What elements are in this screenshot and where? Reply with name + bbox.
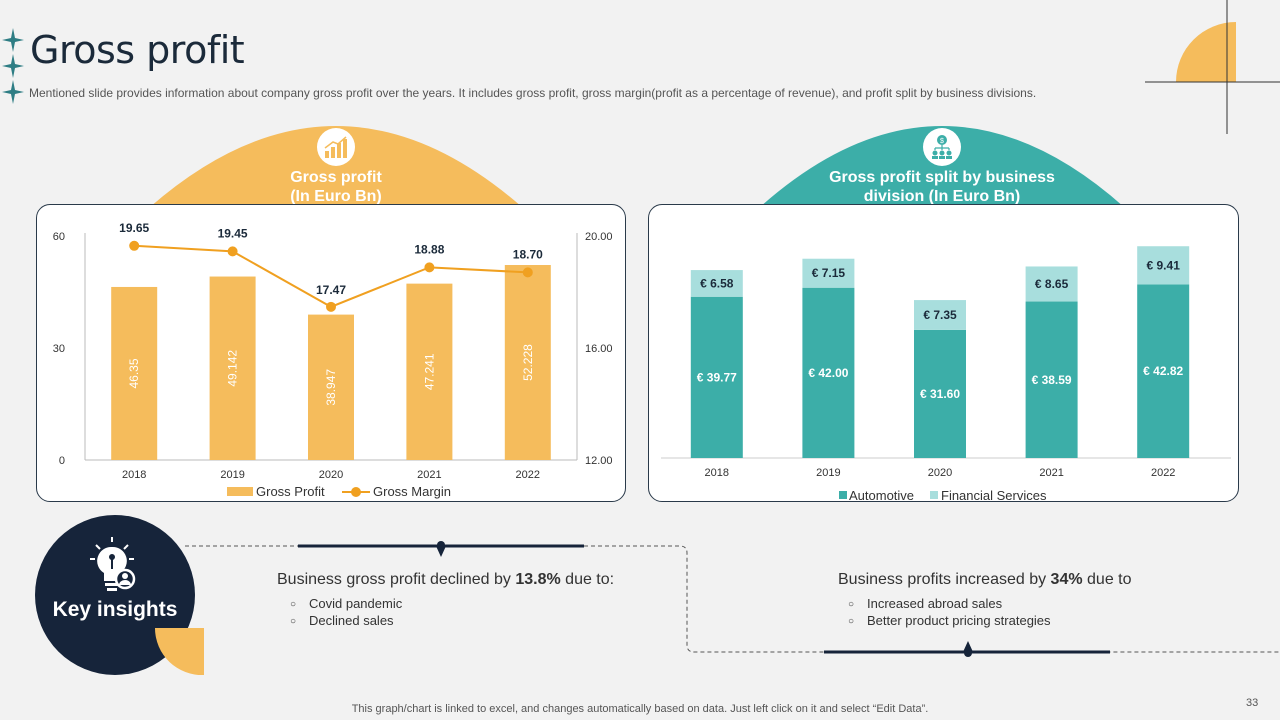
lightbulb-gear-icon bbox=[90, 537, 136, 591]
bar-data-label: € 42.00 bbox=[808, 366, 848, 380]
right-chart-caption: $ Gross profit split by business divisio… bbox=[760, 125, 1124, 207]
bar-data-label: € 31.60 bbox=[920, 387, 960, 401]
x-tick-label: 2018 bbox=[122, 469, 146, 481]
bar-data-label: 52.228 bbox=[521, 344, 535, 381]
bar-gross-profit bbox=[308, 314, 354, 460]
x-tick-label: 2019 bbox=[816, 467, 840, 479]
gross-profit-chart: 0 30 60 12.00 16.00 20.00 46.35 2018 49.142 2019 3… bbox=[36, 204, 626, 502]
bar-data-label: € 9.41 bbox=[1147, 258, 1181, 272]
x-tick-label: 2020 bbox=[319, 469, 343, 481]
right-caption-line2: division (In Euro Bn) bbox=[863, 188, 1021, 205]
bar-data-label: 49.142 bbox=[226, 350, 240, 387]
bullet-item: Increased abroad sales bbox=[848, 596, 1132, 613]
page-number: 33 bbox=[1246, 697, 1259, 709]
bar-gross-profit bbox=[504, 265, 551, 460]
bar-gross-profit bbox=[111, 286, 158, 460]
insight-decline-heading: Business gross profit declined by 13.8% … bbox=[277, 571, 615, 588]
bar-financial-services bbox=[914, 300, 966, 330]
point-gross-margin bbox=[326, 301, 336, 312]
insights-corner-accent bbox=[155, 628, 204, 676]
insight-increase: Business profits increased by 34% due to… bbox=[838, 571, 1132, 630]
bar-automotive bbox=[1137, 284, 1190, 458]
bullet-item: Better product pricing strategies bbox=[848, 613, 1132, 630]
page-subtitle: Mentioned slide provides information abo… bbox=[29, 86, 1037, 100]
point-gross-margin bbox=[129, 240, 140, 251]
division-split-chart: € 39.77 € 6.58 2018 € 42.00 € 7.15 2019 € 31.6… bbox=[648, 204, 1239, 503]
line-data-label: 18.70 bbox=[513, 247, 543, 261]
x-tick-label: 2021 bbox=[1039, 467, 1063, 479]
line-data-label: 18.88 bbox=[414, 242, 444, 256]
bar-data-label: € 39.77 bbox=[697, 370, 737, 384]
bar-data-label: € 7.15 bbox=[812, 266, 846, 280]
legend-label: Financial Services bbox=[941, 488, 1047, 503]
legend-marker-gross-margin bbox=[351, 487, 361, 497]
bar-gross-profit bbox=[209, 276, 256, 460]
insight-decline: Business gross profit declined by 13.8% … bbox=[277, 571, 614, 630]
x-tick-label: 2020 bbox=[928, 467, 952, 479]
x-tick-label: 2021 bbox=[417, 469, 441, 481]
y-right-tick-label: 20.00 bbox=[585, 231, 613, 243]
bar-data-label: € 7.35 bbox=[923, 308, 957, 322]
legend-label: Gross Profit bbox=[256, 484, 325, 499]
svg-text:$: $ bbox=[940, 138, 944, 145]
right-caption-line1: Gross profit split by business bbox=[829, 169, 1055, 186]
bar-data-label: € 6.58 bbox=[700, 276, 734, 290]
star-decoration-icon bbox=[2, 28, 24, 104]
x-tick-label: 2018 bbox=[705, 467, 729, 479]
x-tick-label: 2022 bbox=[516, 469, 540, 481]
legend-swatch-financial-services bbox=[930, 491, 938, 499]
legend-label: Gross Margin bbox=[373, 484, 451, 499]
bar-automotive bbox=[690, 296, 743, 458]
line-data-label: 17.47 bbox=[316, 283, 346, 297]
line-gross-margin bbox=[134, 244, 528, 308]
bar-automotive bbox=[1025, 301, 1078, 458]
x-tick-label: 2019 bbox=[220, 469, 244, 481]
footer-note: This graph/chart is linked to excel, and… bbox=[351, 703, 929, 715]
y-left-tick-label: 30 bbox=[53, 343, 65, 355]
bar-data-label: € 38.59 bbox=[1032, 373, 1072, 387]
bar-financial-services bbox=[802, 258, 855, 288]
point-gross-margin bbox=[424, 262, 435, 273]
point-gross-margin bbox=[227, 246, 238, 257]
legend-label: Automotive bbox=[849, 488, 914, 503]
chart-legend: Automotive Financial Services bbox=[839, 488, 1047, 503]
y-right-tick-label: 16.00 bbox=[585, 343, 613, 355]
corner-decoration bbox=[1145, 0, 1280, 134]
bar-data-label: € 8.65 bbox=[1035, 277, 1069, 291]
bar-data-label: 47.241 bbox=[422, 353, 436, 390]
line-data-label: 19.45 bbox=[218, 226, 248, 240]
bar-financial-services bbox=[1025, 266, 1078, 302]
money-network-icon: $ bbox=[923, 128, 961, 166]
bar-data-label: 38.947 bbox=[324, 369, 338, 406]
x-tick-label: 2022 bbox=[1151, 467, 1175, 479]
legend-swatch-gross-profit bbox=[227, 487, 253, 496]
point-gross-margin bbox=[522, 267, 533, 278]
bar-automotive bbox=[914, 329, 966, 458]
y-left-tick-label: 60 bbox=[53, 231, 65, 243]
line-data-label: 19.65 bbox=[119, 221, 149, 235]
bar-financial-services bbox=[1137, 246, 1190, 285]
left-caption-line1: Gross profit bbox=[290, 169, 382, 186]
page-title: Gross profit bbox=[30, 28, 245, 72]
bar-data-label: € 42.82 bbox=[1143, 364, 1183, 378]
chart-legend: Gross Profit Gross Margin bbox=[227, 484, 451, 499]
bullet-item: Covid pandemic bbox=[290, 596, 614, 613]
insight-increase-heading: Business profits increased by 34% due to bbox=[838, 571, 1132, 588]
left-chart-caption: Gross profit (In Euro Bn) bbox=[150, 125, 522, 207]
y-left-tick-label: 0 bbox=[59, 455, 65, 467]
bar-data-label: 46.35 bbox=[127, 358, 141, 388]
legend-swatch-automotive bbox=[839, 491, 847, 499]
left-caption-line2: (In Euro Bn) bbox=[290, 188, 382, 205]
bar-chart-growth-icon bbox=[317, 128, 355, 166]
bar-financial-services bbox=[690, 270, 743, 297]
bar-gross-profit bbox=[406, 283, 453, 460]
bullet-item: Declined sales bbox=[290, 613, 614, 630]
y-right-tick-label: 12.00 bbox=[585, 455, 613, 467]
bar-automotive bbox=[802, 287, 855, 458]
key-insights-label: Key insights bbox=[52, 598, 178, 621]
